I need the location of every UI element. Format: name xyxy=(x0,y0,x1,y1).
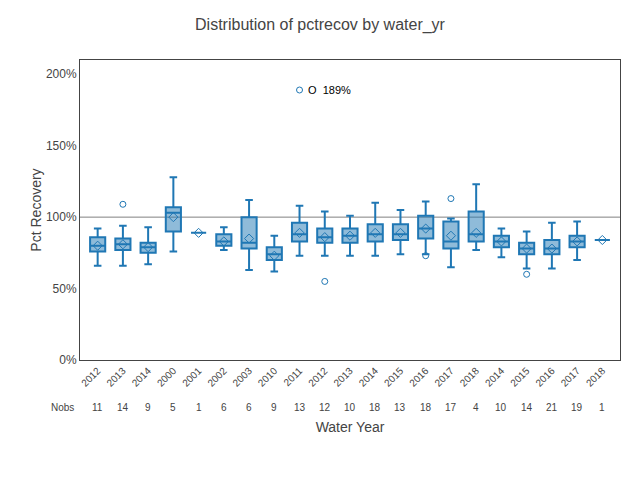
svg-text:1: 1 xyxy=(196,402,202,413)
svg-text:17: 17 xyxy=(445,402,457,413)
svg-text:2011: 2011 xyxy=(281,365,304,388)
svg-text:10: 10 xyxy=(344,402,356,413)
svg-text:13: 13 xyxy=(294,402,306,413)
svg-text:9: 9 xyxy=(271,402,277,413)
svg-text:18: 18 xyxy=(420,402,432,413)
svg-text:4: 4 xyxy=(473,402,479,413)
svg-text:O 189%: O 189% xyxy=(308,84,351,96)
svg-text:18: 18 xyxy=(369,402,381,413)
svg-text:2014: 2014 xyxy=(483,365,507,389)
svg-text:2018: 2018 xyxy=(458,365,482,389)
svg-text:50%: 50% xyxy=(53,282,77,296)
svg-text:12: 12 xyxy=(319,402,331,413)
svg-text:Water Year: Water Year xyxy=(316,419,385,435)
svg-text:100%: 100% xyxy=(46,210,77,224)
svg-text:19: 19 xyxy=(571,402,583,413)
svg-text:2001: 2001 xyxy=(180,365,204,389)
svg-text:2012: 2012 xyxy=(306,365,330,389)
svg-text:21: 21 xyxy=(546,402,558,413)
svg-text:2002: 2002 xyxy=(205,365,229,389)
svg-text:2003: 2003 xyxy=(231,365,255,389)
svg-text:2018: 2018 xyxy=(584,365,608,389)
svg-text:0%: 0% xyxy=(59,353,77,367)
svg-text:2015: 2015 xyxy=(382,365,406,389)
svg-text:11: 11 xyxy=(92,402,103,413)
svg-text:6: 6 xyxy=(246,402,252,413)
svg-text:Nobs: Nobs xyxy=(51,402,74,413)
svg-text:2012: 2012 xyxy=(79,365,103,389)
svg-text:6: 6 xyxy=(221,402,227,413)
svg-text:2010: 2010 xyxy=(256,365,280,389)
svg-text:2015: 2015 xyxy=(508,365,532,389)
svg-text:1: 1 xyxy=(599,402,605,413)
svg-text:2014: 2014 xyxy=(130,365,154,389)
svg-text:200%: 200% xyxy=(46,67,77,81)
svg-text:2013: 2013 xyxy=(104,365,128,389)
svg-text:2016: 2016 xyxy=(407,365,431,389)
svg-text:Distribution of pctrecov by wa: Distribution of pctrecov by water_yr xyxy=(195,16,446,34)
svg-text:5: 5 xyxy=(170,402,176,413)
svg-text:14: 14 xyxy=(521,402,533,413)
svg-text:2017: 2017 xyxy=(559,365,583,389)
svg-text:2000: 2000 xyxy=(155,365,179,389)
svg-text:14: 14 xyxy=(117,402,129,413)
svg-text:9: 9 xyxy=(145,402,151,413)
svg-text:Pct Recovery: Pct Recovery xyxy=(28,168,44,251)
svg-text:2014: 2014 xyxy=(357,365,381,389)
svg-text:10: 10 xyxy=(495,402,507,413)
svg-text:2017: 2017 xyxy=(432,365,456,389)
svg-text:2016: 2016 xyxy=(533,365,557,389)
svg-text:150%: 150% xyxy=(46,139,77,153)
svg-text:2013: 2013 xyxy=(331,365,355,389)
svg-text:13: 13 xyxy=(394,402,406,413)
